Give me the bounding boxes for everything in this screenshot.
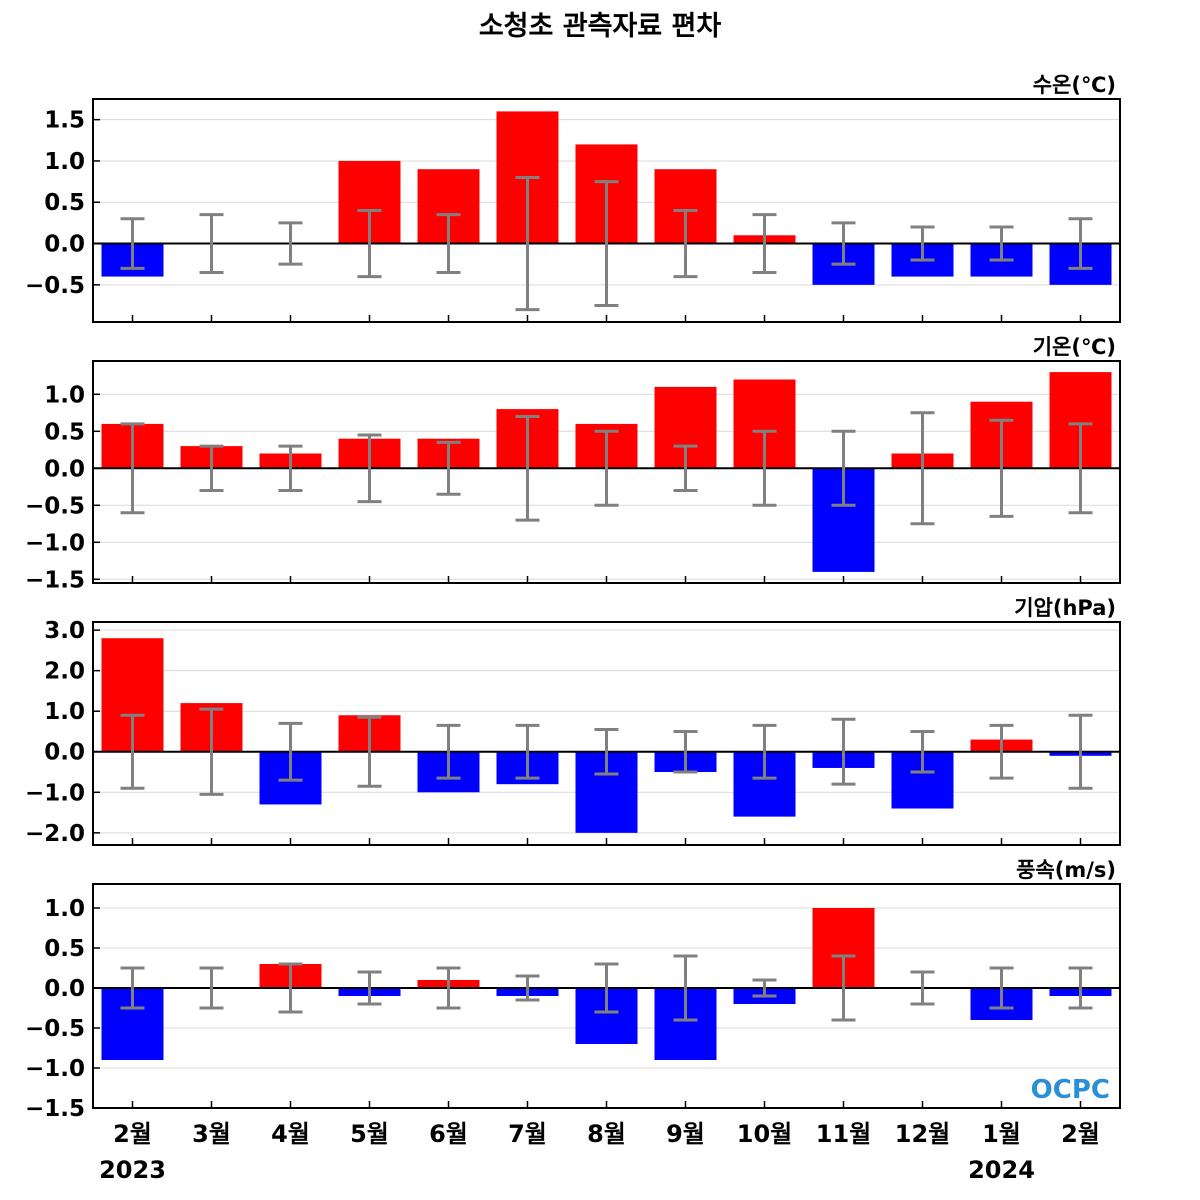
y-tick-label: −1.5 [25,567,85,593]
y-tick-label: 1.0 [44,149,85,175]
y-tick-label: 1.0 [44,699,85,725]
x-tick-label: 2월 [113,1120,152,1148]
x-tick-label: 11월 [816,1120,871,1148]
y-tick-label: 2.0 [44,659,85,685]
x-tick-label: 2월 [1061,1120,1100,1148]
x-tick-label: 5월 [350,1120,389,1148]
panel-frame [92,883,1121,1109]
x-tick-label: 12월 [895,1120,950,1148]
y-tick-label: 0.5 [44,936,85,962]
panel-frame [92,98,1121,323]
y-tick-label: 0.5 [44,190,85,216]
ocpc-logo: OCPC [1031,1075,1110,1105]
panel-label: 수온(℃) [1033,73,1116,97]
y-tick-label: −1.5 [25,1096,85,1122]
x-tick-label: 9월 [666,1120,705,1148]
y-tick-label: −1.0 [25,530,85,556]
y-tick-label: −0.5 [25,1016,85,1042]
panel-label: 풍속(m/s) [1016,858,1116,882]
year-label: 2024 [968,1156,1035,1184]
y-tick-label: −0.5 [25,273,85,299]
y-tick-label: 1.5 [44,108,85,134]
x-tick-label: 6월 [429,1120,468,1148]
y-tick-label: −2.0 [25,821,85,847]
y-tick-label: −1.0 [25,780,85,806]
y-tick-label: −0.5 [25,493,85,519]
y-tick-label: 0.0 [44,456,85,482]
x-tick-label: 1월 [982,1120,1021,1148]
y-tick-label: 0.0 [44,976,85,1002]
y-tick-label: 1.0 [44,382,85,408]
year-label: 2023 [99,1156,166,1184]
y-tick-label: 0.0 [44,740,85,766]
x-tick-label: 8월 [587,1120,626,1148]
chart-title: 소청초 관측자료 편차 [478,11,722,42]
panel-label: 기압(hPa) [1014,596,1116,620]
x-tick-label: 10월 [737,1120,792,1148]
x-tick-label: 4월 [271,1120,310,1148]
panel-label: 기온(℃) [1033,335,1116,359]
y-tick-label: −1.0 [25,1056,85,1082]
y-tick-label: 1.0 [44,896,85,922]
panel-frame [92,360,1121,584]
y-tick-label: 0.5 [44,419,85,445]
x-tick-label: 7월 [508,1120,547,1148]
x-tick-label: 3월 [192,1120,231,1148]
panel-frame [92,621,1121,846]
y-tick-label: 0.0 [44,232,85,258]
y-tick-label: 3.0 [44,618,85,644]
